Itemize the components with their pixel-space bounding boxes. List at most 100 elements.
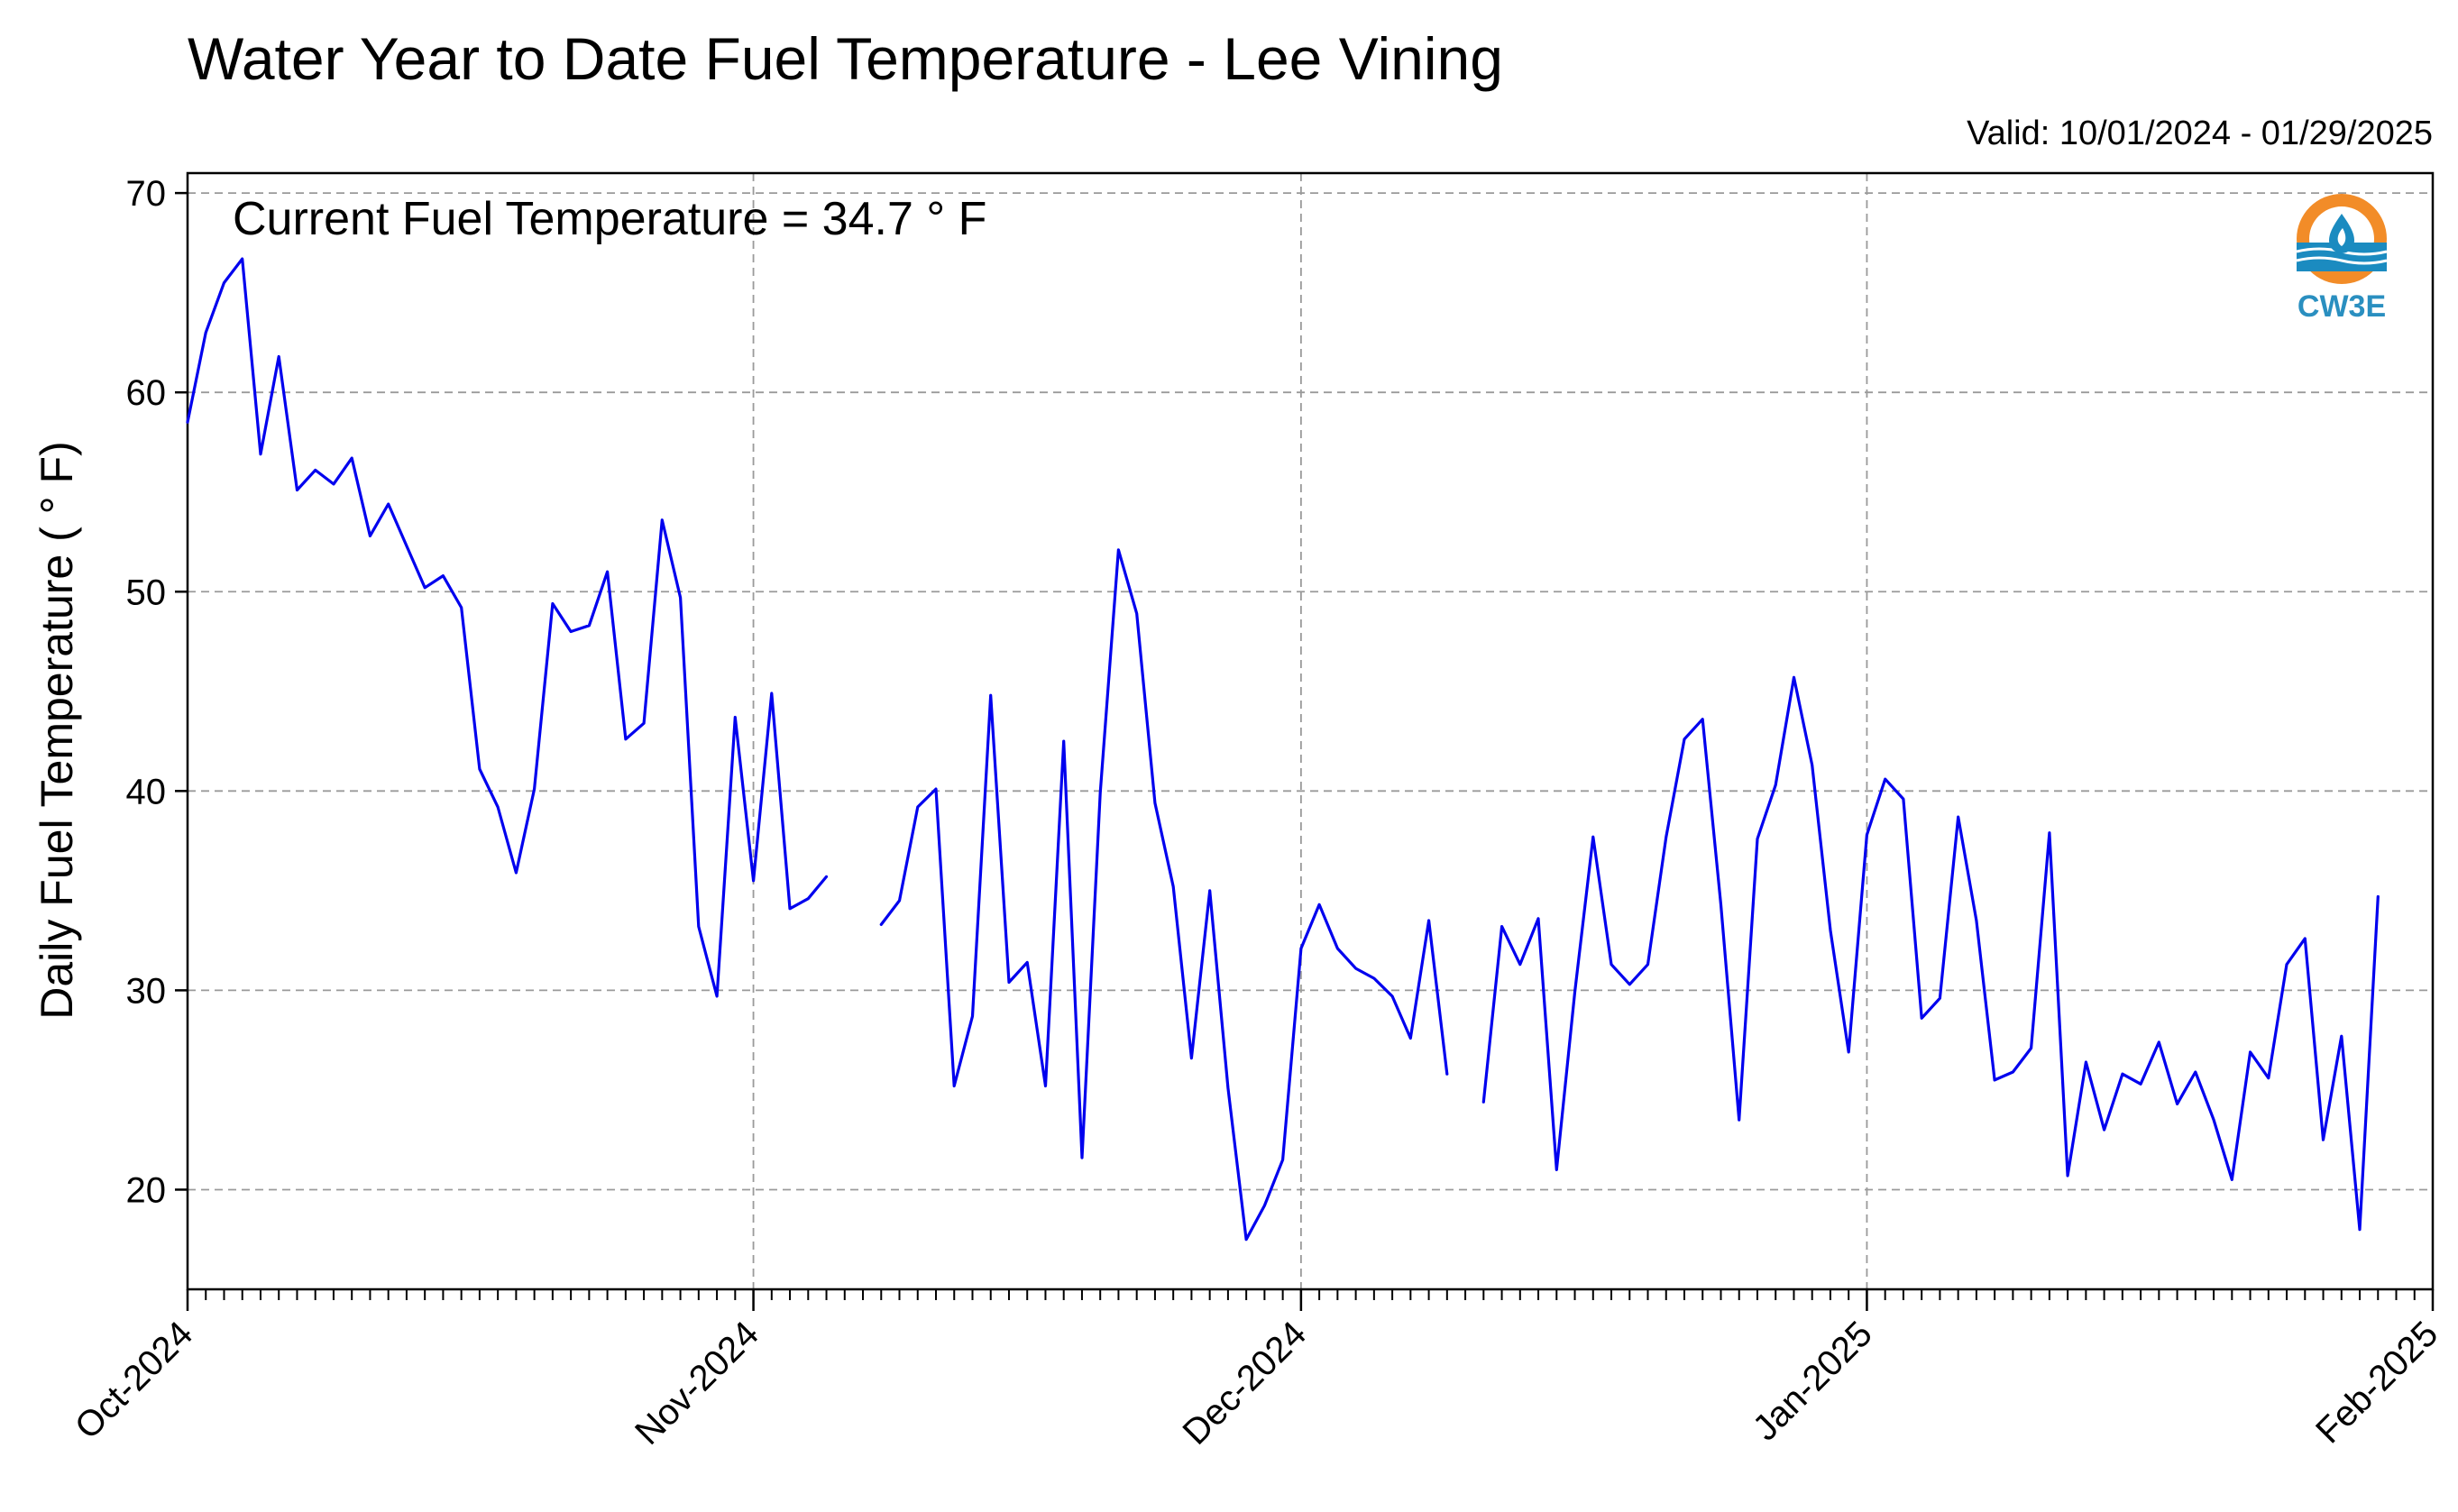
y-tick-label: 30 [126, 971, 167, 1011]
data-point [625, 738, 627, 740]
logo-text: CW3E [2297, 289, 2386, 324]
data-point [1793, 676, 1795, 678]
data-point [1263, 1205, 1265, 1206]
data-point [771, 692, 773, 694]
data-point [643, 722, 645, 724]
data-point [680, 597, 682, 599]
data-point [242, 258, 243, 260]
current-fuel-temperature: Current Fuel Temperature = 34.7 ° F [233, 193, 986, 245]
data-point [1409, 1037, 1411, 1040]
data-point [807, 898, 809, 900]
data-point [1172, 885, 1174, 888]
y-tick-label: 50 [126, 573, 167, 612]
data-point [1738, 1119, 1740, 1121]
data-point [661, 519, 663, 521]
x-tick-label: Dec-2024 [1175, 1314, 1314, 1452]
data-point [2359, 1229, 2361, 1231]
y-axis-label: Daily Fuel Temperature ( ° F) [32, 441, 82, 1019]
data-point [1117, 549, 1119, 551]
data-point [1866, 834, 1867, 836]
cw3e-logo: CW3E [2296, 194, 2388, 324]
data-point [1921, 1017, 1922, 1019]
data-point [406, 545, 408, 547]
data-point [2031, 1047, 2032, 1049]
data-point [2231, 1178, 2233, 1180]
data-point [990, 694, 992, 696]
data-point [716, 995, 718, 997]
data-point [1136, 613, 1138, 615]
data-point [1592, 836, 1594, 838]
data-point [2122, 1073, 2123, 1075]
data-point [1775, 784, 1776, 786]
data-point [1373, 977, 1375, 979]
data-point [479, 768, 481, 770]
data-point [1227, 1087, 1229, 1089]
data-point [2250, 1051, 2252, 1053]
x-tick-label: Nov-2024 [628, 1314, 766, 1452]
y-tick-label: 70 [126, 174, 167, 214]
data-point [789, 908, 791, 910]
data-point [1391, 995, 1393, 997]
data-point [734, 716, 736, 719]
data-point [570, 630, 572, 633]
data-point [187, 421, 188, 423]
data-point [1428, 920, 1430, 921]
data-point [588, 625, 591, 627]
data-point [971, 1015, 974, 1017]
data-point [1848, 1051, 1849, 1053]
data-point [1720, 903, 1722, 905]
data-point [2158, 1041, 2160, 1043]
data-point [1008, 981, 1010, 984]
data-point [1573, 992, 1576, 994]
data-point [552, 602, 554, 605]
data-point [1482, 1101, 1484, 1103]
data-point [698, 926, 700, 928]
valid-date-range: Valid: 10/01/2024 - 01/29/2025 [1967, 115, 2433, 152]
data-point [515, 872, 518, 874]
data-point [1628, 984, 1630, 985]
chart-title: Water Year to Date Fuel Temperature - Le… [188, 25, 1503, 92]
data-point [461, 607, 463, 609]
data-point [497, 806, 499, 808]
data-point [333, 483, 335, 485]
x-axis-ticks: Oct-2024 Nov-2024 Dec-2024 Jan-2025 Feb-2025 [68, 1289, 2445, 1452]
data-point [442, 575, 444, 577]
data-point [351, 457, 353, 459]
data-point [607, 571, 609, 573]
y-tick-label: 40 [126, 772, 167, 811]
data-point [2268, 1077, 2270, 1079]
data-point [1318, 903, 1320, 905]
plot-area-frame [186, 171, 2435, 1291]
data-point [223, 282, 225, 284]
data-point [424, 587, 426, 589]
data-point [1610, 964, 1612, 966]
y-tick-label: 60 [126, 373, 167, 413]
y-tick-label: 20 [126, 1170, 167, 1210]
data-point [534, 788, 536, 790]
data-point [1245, 1239, 1247, 1241]
data-point [880, 923, 882, 925]
data-point [2322, 1139, 2325, 1141]
data-point [1209, 890, 1211, 892]
data-point [1063, 740, 1065, 742]
data-point [2049, 832, 2050, 834]
data-point [1282, 1159, 1284, 1160]
data-point [2341, 1035, 2343, 1037]
data-point [935, 788, 937, 790]
data-point [1646, 964, 1649, 966]
data-point [1555, 1168, 1557, 1170]
data-point [2085, 1061, 2087, 1063]
data-point [825, 875, 828, 878]
data-point [2377, 895, 2379, 898]
y-axis-ticks: 20 30 40 50 60 70 [126, 174, 188, 1210]
x-tick-label: Feb-2025 [2308, 1314, 2445, 1451]
x-tick-label: Jan-2025 [1746, 1314, 1880, 1448]
data-point [2140, 1083, 2142, 1085]
data-point [1081, 1157, 1083, 1159]
data-point [2286, 964, 2288, 966]
data-point [278, 355, 280, 357]
data-points [187, 258, 2379, 1241]
data-point [1683, 738, 1685, 740]
data-point [753, 880, 755, 882]
